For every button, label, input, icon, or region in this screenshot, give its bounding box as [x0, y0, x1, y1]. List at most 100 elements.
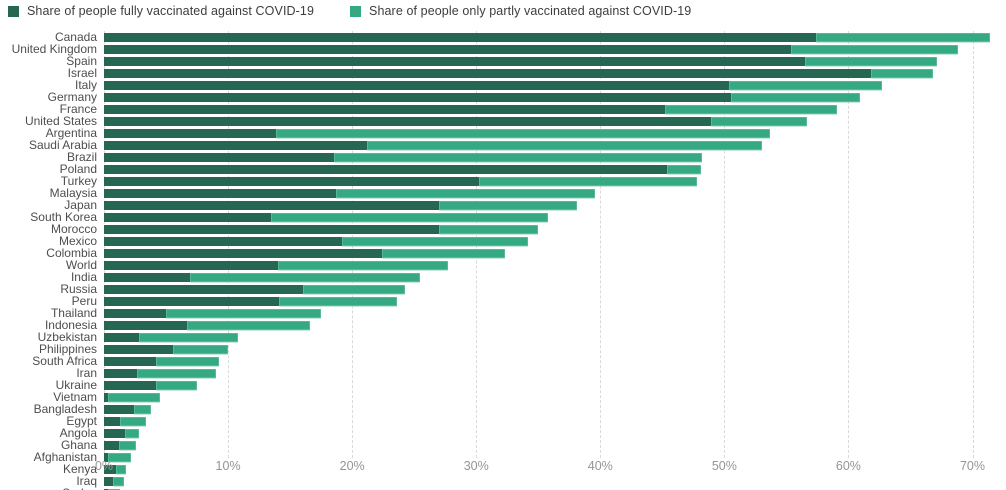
country-label[interactable]: Saudi Arabia [28, 138, 97, 152]
bar-segment-fully[interactable] [104, 56, 805, 66]
bar-segment-partly[interactable] [125, 428, 139, 438]
bar-segment-fully[interactable] [104, 176, 479, 186]
bar-segment-fully[interactable] [104, 260, 278, 270]
bar-segment-partly[interactable] [302, 284, 406, 294]
country-label[interactable]: Colombia [46, 246, 97, 260]
country-label[interactable]: France [59, 102, 97, 116]
bar-segment-fully[interactable] [104, 368, 138, 378]
bar-segment-fully[interactable] [104, 32, 817, 42]
bar-segment-fully[interactable] [104, 212, 272, 222]
country-label[interactable]: Afghanistan [33, 450, 97, 464]
country-label[interactable]: Vietnam [53, 390, 97, 404]
bar-segment-fully[interactable] [104, 236, 343, 246]
bar-segment-partly[interactable] [336, 188, 596, 198]
country-label[interactable]: Germany [47, 90, 97, 104]
bar-segment-fully[interactable] [104, 308, 167, 318]
bar-segment-partly[interactable] [277, 260, 448, 270]
country-label[interactable]: Russia [60, 282, 97, 296]
bar-segment-fully[interactable] [104, 68, 871, 78]
bar-segment-partly[interactable] [438, 224, 539, 234]
bar-segment-fully[interactable] [104, 476, 113, 486]
bar-segment-partly[interactable] [107, 488, 121, 490]
bar-segment-partly[interactable] [133, 404, 152, 414]
legend-item-partly[interactable]: Share of people only partly vaccinated a… [350, 4, 691, 18]
bar-segment-fully[interactable] [104, 320, 188, 330]
bar-segment-partly[interactable] [156, 380, 198, 390]
bar-segment-partly[interactable] [173, 344, 229, 354]
country-label[interactable]: Thailand [50, 306, 97, 320]
bar-segment-partly[interactable] [342, 236, 529, 246]
bar-segment-fully[interactable] [104, 404, 134, 414]
bar-segment-fully[interactable] [104, 428, 126, 438]
legend-item-fully[interactable]: Share of people fully vaccinated against… [8, 4, 314, 18]
country-label[interactable]: South Korea [30, 210, 97, 224]
country-label[interactable]: Japan [64, 198, 97, 212]
bar-segment-partly[interactable] [805, 56, 937, 66]
country-label[interactable]: Ghana [60, 438, 97, 452]
country-label[interactable]: Peru [71, 294, 97, 308]
bar-segment-partly[interactable] [189, 272, 421, 282]
country-label[interactable]: Brazil [66, 150, 97, 164]
country-label[interactable]: Iran [76, 366, 97, 380]
bar-segment-fully[interactable] [104, 344, 174, 354]
bar-segment-partly[interactable] [730, 92, 860, 102]
bar-segment-partly[interactable] [107, 452, 132, 462]
bar-segment-fully[interactable] [104, 332, 139, 342]
country-label[interactable]: Philippines [38, 342, 97, 356]
bar-segment-fully[interactable] [104, 44, 792, 54]
bar-segment-fully[interactable] [104, 296, 279, 306]
country-label[interactable]: Argentina [45, 126, 97, 140]
bar-segment-partly[interactable] [438, 200, 577, 210]
bar-segment-fully[interactable] [104, 452, 108, 462]
bar-segment-partly[interactable] [116, 464, 127, 474]
country-label[interactable]: Mexico [58, 234, 97, 248]
bar-segment-partly[interactable] [276, 128, 771, 138]
bar-segment-fully[interactable] [104, 140, 368, 150]
bar-segment-partly[interactable] [118, 440, 137, 450]
country-label[interactable]: United Kingdom [11, 42, 97, 56]
bar-segment-fully[interactable] [104, 80, 730, 90]
country-label[interactable]: India [70, 270, 97, 284]
bar-segment-partly[interactable] [664, 104, 838, 114]
country-label[interactable]: Poland [59, 162, 97, 176]
bar-segment-partly[interactable] [166, 308, 322, 318]
bar-segment-partly[interactable] [156, 356, 220, 366]
bar-segment-partly[interactable] [112, 476, 124, 486]
country-label[interactable]: Turkey [60, 174, 97, 188]
country-label[interactable]: Italy [74, 78, 97, 92]
bar-segment-fully[interactable] [104, 128, 277, 138]
bar-segment-partly[interactable] [137, 368, 216, 378]
bar-segment-partly[interactable] [278, 296, 397, 306]
country-label[interactable]: Canada [54, 30, 97, 44]
bar-segment-fully[interactable] [104, 488, 108, 490]
bar-segment-partly[interactable] [791, 44, 958, 54]
country-label[interactable]: Sudan [0, 487, 104, 490]
bar-segment-partly[interactable] [667, 164, 701, 174]
bar-segment-fully[interactable] [104, 104, 665, 114]
bar-segment-partly[interactable] [138, 332, 238, 342]
bar-segment-fully[interactable] [104, 224, 439, 234]
bar-segment-fully[interactable] [104, 188, 336, 198]
bar-segment-fully[interactable] [104, 116, 711, 126]
bar-segment-partly[interactable] [478, 176, 698, 186]
bar-segment-partly[interactable] [187, 320, 310, 330]
bar-segment-partly[interactable] [710, 116, 808, 126]
country-label[interactable]: Uzbekistan [37, 330, 97, 344]
country-label[interactable]: Bangladesh [33, 402, 97, 416]
bar-segment-fully[interactable] [104, 152, 334, 162]
country-label[interactable]: Angola [59, 426, 97, 440]
bar-segment-partly[interactable] [870, 68, 933, 78]
bar-segment-partly[interactable] [729, 80, 882, 90]
bar-segment-fully[interactable] [104, 164, 668, 174]
country-label[interactable]: Spain [66, 54, 97, 68]
country-label[interactable]: Morocco [50, 222, 97, 236]
country-label[interactable]: Indonesia [44, 318, 97, 332]
bar-segment-partly[interactable] [271, 212, 549, 222]
bar-segment-fully[interactable] [104, 284, 303, 294]
country-label[interactable]: United States [24, 114, 97, 128]
bar-segment-partly[interactable] [333, 152, 703, 162]
country-label[interactable]: World [65, 258, 97, 272]
bar-segment-fully[interactable] [104, 392, 108, 402]
bar-segment-fully[interactable] [104, 248, 382, 258]
country-label[interactable]: Ukraine [55, 378, 97, 392]
